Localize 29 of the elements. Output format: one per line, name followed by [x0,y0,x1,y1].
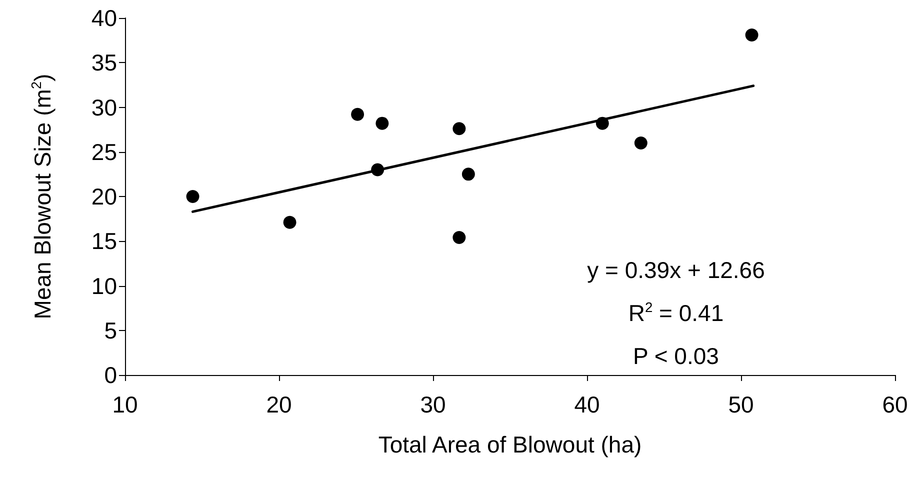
y-tick-label: 40 [91,5,117,31]
point [283,216,296,229]
point [462,168,475,181]
annotation: y = 0.39x + 12.66 [587,257,765,283]
point [634,136,648,150]
x-axis-title: Total Area of Blowout (ha) [378,432,642,458]
y-tick-label: 15 [91,228,117,254]
point [371,163,384,176]
y-tick-label: 10 [91,272,117,299]
point [186,190,200,203]
y-tick-label: 5 [104,317,117,344]
x-tick-label: 50 [728,392,754,418]
point [745,28,758,42]
point [376,116,389,130]
point [351,108,364,121]
y-tick-label: 0 [104,362,117,388]
y-tick-label: 25 [91,138,117,165]
annotation: P < 0.03 [633,343,719,369]
x-tick-label: 30 [420,392,446,418]
x-tick-label: 60 [882,392,908,418]
point [452,231,466,244]
x-tick-label: 40 [574,392,600,418]
point [452,122,466,136]
y-tick-label: 20 [91,184,117,210]
x-tick-label: 20 [266,392,292,418]
y-tick-label: 35 [91,50,117,76]
point [596,116,609,130]
y-tick-label: 30 [91,94,117,120]
y-axis-title: Mean Blowout Size (m2) [29,74,56,320]
